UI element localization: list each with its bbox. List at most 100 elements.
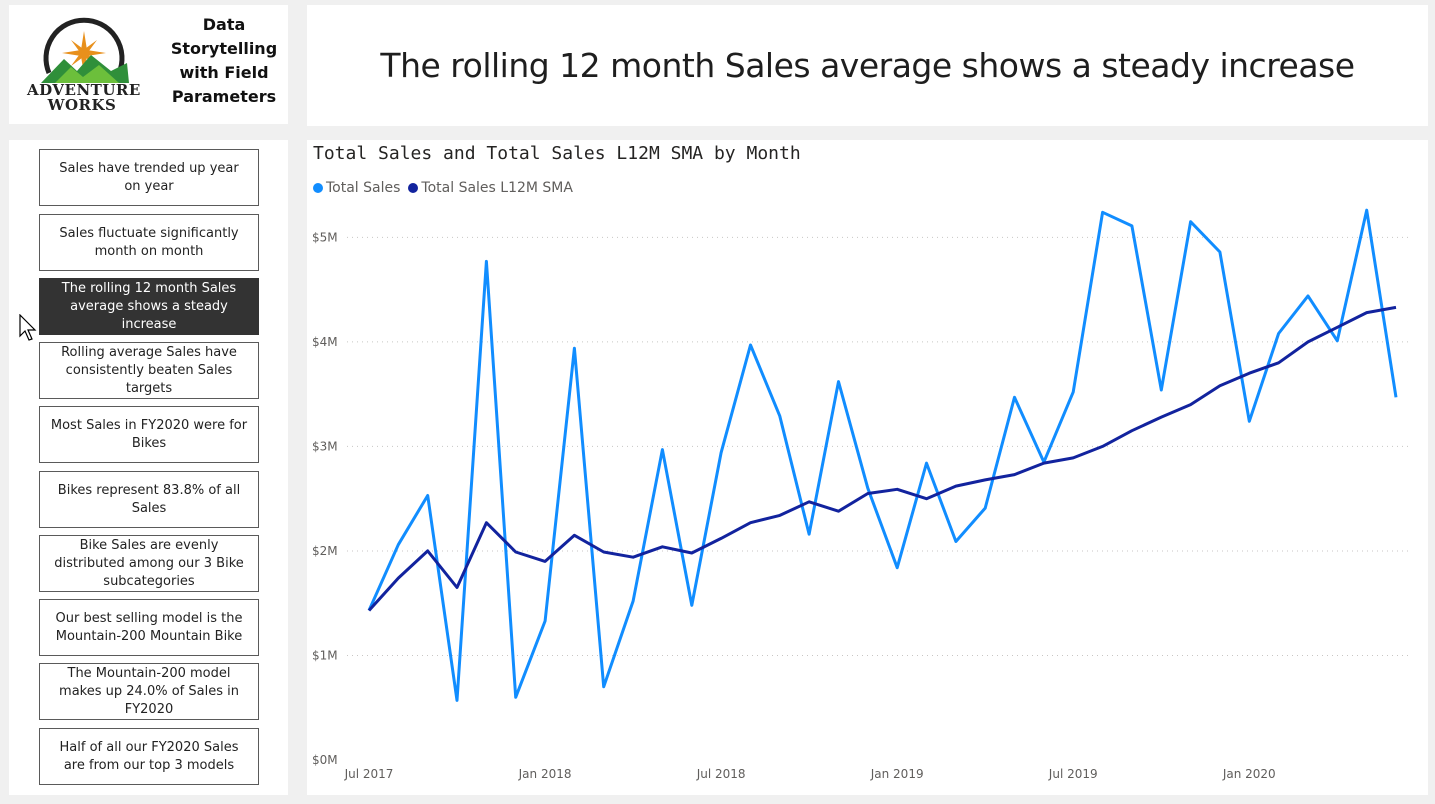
- data-point[interactable]: [367, 609, 371, 613]
- data-point[interactable]: [983, 506, 987, 510]
- story-button-7[interactable]: Bike Sales are evenly distributed among …: [39, 535, 259, 592]
- data-point[interactable]: [484, 521, 488, 525]
- data-point[interactable]: [1042, 461, 1046, 465]
- data-point[interactable]: [719, 536, 723, 540]
- data-point[interactable]: [396, 576, 400, 580]
- data-point[interactable]: [1277, 332, 1281, 336]
- data-point[interactable]: [426, 549, 430, 553]
- data-point[interactable]: [1189, 220, 1193, 224]
- data-point[interactable]: [807, 500, 811, 504]
- data-point[interactable]: [572, 346, 576, 350]
- data-point[interactable]: [1247, 419, 1251, 423]
- story-button-2[interactable]: Sales fluctuate significantly month on m…: [39, 214, 259, 271]
- data-point[interactable]: [748, 521, 752, 525]
- story-button-3[interactable]: The rolling 12 month Sales average shows…: [39, 278, 259, 335]
- data-point[interactable]: [866, 486, 870, 490]
- data-point[interactable]: [925, 461, 929, 465]
- story-button-1[interactable]: Sales have trended up year on year: [39, 149, 259, 206]
- data-point[interactable]: [1335, 339, 1339, 343]
- data-point[interactable]: [778, 414, 782, 418]
- series-line-total-sales[interactable]: [367, 208, 1398, 702]
- data-point[interactable]: [983, 478, 987, 482]
- data-point[interactable]: [455, 586, 459, 590]
- data-point[interactable]: [1130, 224, 1134, 228]
- adventure-works-logo-icon: [41, 17, 129, 83]
- data-point[interactable]: [572, 533, 576, 537]
- data-point[interactable]: [631, 555, 635, 559]
- data-point[interactable]: [631, 599, 635, 603]
- data-point[interactable]: [866, 491, 870, 495]
- data-point[interactable]: [1365, 208, 1369, 212]
- data-point[interactable]: [778, 513, 782, 517]
- data-point[interactable]: [426, 494, 430, 498]
- y-tick-label: $3M: [312, 439, 338, 453]
- data-point[interactable]: [396, 543, 400, 547]
- data-point[interactable]: [660, 545, 664, 549]
- data-point[interactable]: [807, 532, 811, 536]
- series-line-sma[interactable]: [367, 305, 1397, 612]
- title-panel: The rolling 12 month Sales average shows…: [307, 5, 1428, 126]
- data-point[interactable]: [1306, 340, 1310, 344]
- data-point[interactable]: [895, 487, 899, 491]
- data-point[interactable]: [484, 259, 488, 263]
- story-button-5[interactable]: Most Sales in FY2020 were for Bikes: [39, 406, 259, 463]
- data-point[interactable]: [1159, 388, 1163, 392]
- data-point[interactable]: [1071, 456, 1075, 460]
- story-button-10[interactable]: Half of all our FY2020 Sales are from ou…: [39, 728, 259, 785]
- data-point[interactable]: [1130, 429, 1134, 433]
- chart-plot-area: $0M $1M $2M $3M $4M $5M Jul 2017 Jan 2018 Jul 20…: [312, 208, 1412, 781]
- data-point[interactable]: [602, 685, 606, 689]
- story-button-6[interactable]: Bikes represent 83.8% of all Sales: [39, 471, 259, 528]
- data-point[interactable]: [1101, 210, 1105, 214]
- data-point[interactable]: [954, 540, 958, 544]
- data-point[interactable]: [748, 343, 752, 347]
- data-point[interactable]: [514, 550, 518, 554]
- story-button-8[interactable]: Our best selling model is the Mountain-2…: [39, 599, 259, 656]
- data-point[interactable]: [954, 484, 958, 488]
- y-tick-label: $1M: [312, 648, 338, 662]
- legend-label-total-sales: Total Sales: [326, 180, 401, 196]
- data-point[interactable]: [1277, 361, 1281, 365]
- data-point[interactable]: [1189, 403, 1193, 407]
- data-point[interactable]: [1159, 415, 1163, 419]
- legend-item-total-sales[interactable]: Total Sales: [313, 180, 400, 196]
- legend-item-sma[interactable]: Total Sales L12M SMA: [408, 180, 573, 196]
- x-tick-label: Jul 2017: [344, 767, 394, 781]
- x-tick-label: Jul 2019: [1048, 767, 1098, 781]
- data-point[interactable]: [1247, 371, 1251, 375]
- data-point[interactable]: [1394, 395, 1398, 399]
- y-tick-label: $4M: [312, 335, 338, 349]
- data-point[interactable]: [690, 551, 694, 555]
- data-point[interactable]: [543, 559, 547, 563]
- story-button-4[interactable]: Rolling average Sales have consistently …: [39, 342, 259, 399]
- data-point[interactable]: [602, 550, 606, 554]
- logo-wordmark: ADVENTURE WORKS: [27, 83, 140, 113]
- x-tick-label: Jan 2020: [1222, 767, 1276, 781]
- story-navigation-panel: Sales have trended up year on year Sales …: [9, 140, 288, 795]
- data-point[interactable]: [1306, 294, 1310, 298]
- report-subtitle: Data Storytelling with Field Parameters: [170, 15, 278, 106]
- page-title: The rolling 12 month Sales average shows…: [380, 46, 1355, 85]
- data-point[interactable]: [1335, 325, 1339, 329]
- mouse-pointer-icon: [19, 314, 37, 341]
- data-point[interactable]: [1394, 305, 1398, 309]
- data-point[interactable]: [836, 380, 840, 384]
- data-point[interactable]: [1071, 390, 1075, 394]
- data-point[interactable]: [543, 619, 547, 623]
- data-point[interactable]: [1218, 250, 1222, 254]
- data-point[interactable]: [690, 603, 694, 607]
- data-point[interactable]: [836, 509, 840, 513]
- data-point[interactable]: [1218, 384, 1222, 388]
- data-point[interactable]: [895, 566, 899, 570]
- x-tick-label: Jan 2018: [518, 767, 572, 781]
- story-button-9[interactable]: The Mountain-200 model makes up 24.0% of…: [39, 663, 259, 720]
- data-point[interactable]: [1365, 311, 1369, 315]
- data-point[interactable]: [719, 451, 723, 455]
- data-point[interactable]: [514, 695, 518, 699]
- data-point[interactable]: [660, 448, 664, 452]
- data-point[interactable]: [455, 698, 459, 702]
- data-point[interactable]: [1013, 395, 1017, 399]
- data-point[interactable]: [1101, 444, 1105, 448]
- data-point[interactable]: [1013, 473, 1017, 477]
- data-point[interactable]: [925, 497, 929, 501]
